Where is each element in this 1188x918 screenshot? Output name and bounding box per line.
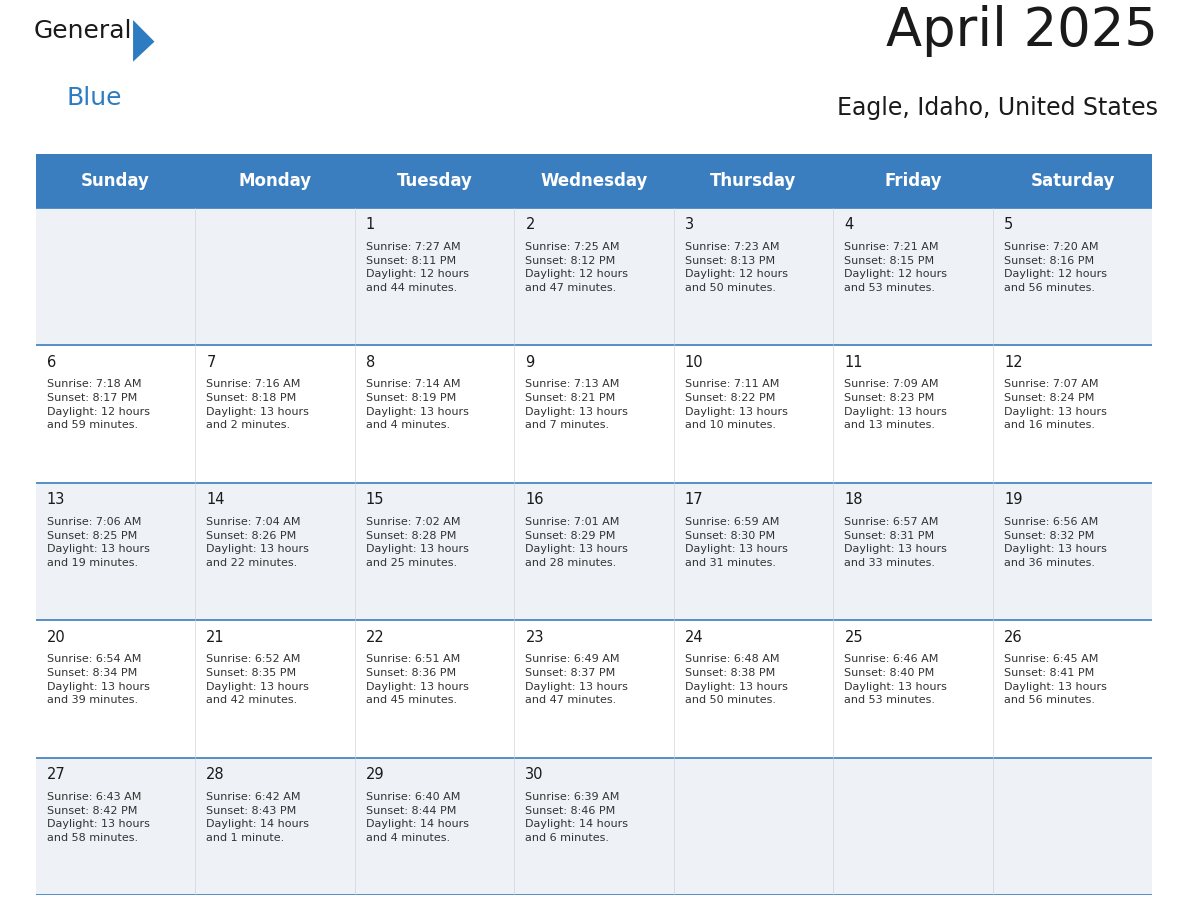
Bar	[833, 154, 993, 207]
Text: Sunrise: 7:21 AM
Sunset: 8:15 PM
Daylight: 12 hours
and 53 minutes.: Sunrise: 7:21 AM Sunset: 8:15 PM Dayligh…	[845, 242, 948, 293]
Text: 16: 16	[525, 492, 544, 507]
Text: 30: 30	[525, 767, 544, 782]
Polygon shape	[133, 20, 154, 62]
Text: 25: 25	[845, 630, 864, 644]
Text: Sunrise: 6:54 AM
Sunset: 8:34 PM
Daylight: 13 hours
and 39 minutes.: Sunrise: 6:54 AM Sunset: 8:34 PM Dayligh…	[46, 655, 150, 705]
Text: Sunrise: 7:04 AM
Sunset: 8:26 PM
Daylight: 13 hours
and 22 minutes.: Sunrise: 7:04 AM Sunset: 8:26 PM Dayligh…	[207, 517, 309, 567]
Bar	[355, 154, 514, 207]
Text: 24: 24	[685, 630, 703, 644]
Text: Saturday: Saturday	[1030, 172, 1114, 190]
Text: Sunrise: 6:42 AM
Sunset: 8:43 PM
Daylight: 14 hours
and 1 minute.: Sunrise: 6:42 AM Sunset: 8:43 PM Dayligh…	[207, 792, 309, 843]
Text: Eagle, Idaho, United States: Eagle, Idaho, United States	[838, 95, 1158, 119]
Bar	[195, 154, 355, 207]
Text: Friday: Friday	[884, 172, 942, 190]
Text: 19: 19	[1004, 492, 1023, 507]
Text: 14: 14	[207, 492, 225, 507]
Text: 18: 18	[845, 492, 862, 507]
Bar	[36, 154, 195, 207]
Text: Sunrise: 7:25 AM
Sunset: 8:12 PM
Daylight: 12 hours
and 47 minutes.: Sunrise: 7:25 AM Sunset: 8:12 PM Dayligh…	[525, 242, 628, 293]
Text: Sunrise: 6:46 AM
Sunset: 8:40 PM
Daylight: 13 hours
and 53 minutes.: Sunrise: 6:46 AM Sunset: 8:40 PM Dayligh…	[845, 655, 947, 705]
Text: General: General	[33, 18, 132, 42]
Text: Sunrise: 7:20 AM
Sunset: 8:16 PM
Daylight: 12 hours
and 56 minutes.: Sunrise: 7:20 AM Sunset: 8:16 PM Dayligh…	[1004, 242, 1107, 293]
Text: 15: 15	[366, 492, 385, 507]
Bar	[674, 154, 833, 207]
Bar	[993, 154, 1152, 207]
Text: 6: 6	[46, 354, 56, 370]
Text: 12: 12	[1004, 354, 1023, 370]
Text: Sunrise: 7:09 AM
Sunset: 8:23 PM
Daylight: 13 hours
and 13 minutes.: Sunrise: 7:09 AM Sunset: 8:23 PM Dayligh…	[845, 379, 947, 431]
Bar	[36, 483, 1152, 620]
Text: Sunrise: 6:57 AM
Sunset: 8:31 PM
Daylight: 13 hours
and 33 minutes.: Sunrise: 6:57 AM Sunset: 8:31 PM Dayligh…	[845, 517, 947, 567]
Text: Sunrise: 6:48 AM
Sunset: 8:38 PM
Daylight: 13 hours
and 50 minutes.: Sunrise: 6:48 AM Sunset: 8:38 PM Dayligh…	[685, 655, 788, 705]
Text: Sunrise: 7:13 AM
Sunset: 8:21 PM
Daylight: 13 hours
and 7 minutes.: Sunrise: 7:13 AM Sunset: 8:21 PM Dayligh…	[525, 379, 628, 431]
Text: Sunrise: 6:43 AM
Sunset: 8:42 PM
Daylight: 13 hours
and 58 minutes.: Sunrise: 6:43 AM Sunset: 8:42 PM Dayligh…	[46, 792, 150, 843]
Text: Thursday: Thursday	[710, 172, 797, 190]
Text: Sunrise: 6:49 AM
Sunset: 8:37 PM
Daylight: 13 hours
and 47 minutes.: Sunrise: 6:49 AM Sunset: 8:37 PM Dayligh…	[525, 655, 628, 705]
Text: Sunrise: 7:27 AM
Sunset: 8:11 PM
Daylight: 12 hours
and 44 minutes.: Sunrise: 7:27 AM Sunset: 8:11 PM Dayligh…	[366, 242, 469, 293]
Bar	[36, 757, 1152, 895]
Bar	[514, 154, 674, 207]
Text: 1: 1	[366, 218, 375, 232]
Text: 23: 23	[525, 630, 544, 644]
Text: 17: 17	[685, 492, 703, 507]
Text: Sunrise: 6:52 AM
Sunset: 8:35 PM
Daylight: 13 hours
and 42 minutes.: Sunrise: 6:52 AM Sunset: 8:35 PM Dayligh…	[207, 655, 309, 705]
Text: Sunrise: 6:40 AM
Sunset: 8:44 PM
Daylight: 14 hours
and 4 minutes.: Sunrise: 6:40 AM Sunset: 8:44 PM Dayligh…	[366, 792, 469, 843]
Text: Sunrise: 7:18 AM
Sunset: 8:17 PM
Daylight: 12 hours
and 59 minutes.: Sunrise: 7:18 AM Sunset: 8:17 PM Dayligh…	[46, 379, 150, 431]
Text: Sunrise: 7:06 AM
Sunset: 8:25 PM
Daylight: 13 hours
and 19 minutes.: Sunrise: 7:06 AM Sunset: 8:25 PM Dayligh…	[46, 517, 150, 567]
Text: 28: 28	[207, 767, 225, 782]
Text: Sunrise: 7:14 AM
Sunset: 8:19 PM
Daylight: 13 hours
and 4 minutes.: Sunrise: 7:14 AM Sunset: 8:19 PM Dayligh…	[366, 379, 469, 431]
Text: Sunrise: 6:39 AM
Sunset: 8:46 PM
Daylight: 14 hours
and 6 minutes.: Sunrise: 6:39 AM Sunset: 8:46 PM Dayligh…	[525, 792, 628, 843]
Text: Sunrise: 6:51 AM
Sunset: 8:36 PM
Daylight: 13 hours
and 45 minutes.: Sunrise: 6:51 AM Sunset: 8:36 PM Dayligh…	[366, 655, 469, 705]
Text: Sunday: Sunday	[81, 172, 150, 190]
Text: Tuesday: Tuesday	[397, 172, 473, 190]
Text: 5: 5	[1004, 218, 1013, 232]
Text: Sunrise: 7:02 AM
Sunset: 8:28 PM
Daylight: 13 hours
and 25 minutes.: Sunrise: 7:02 AM Sunset: 8:28 PM Dayligh…	[366, 517, 469, 567]
Text: 20: 20	[46, 630, 65, 644]
Text: Blue: Blue	[67, 86, 122, 110]
Text: Sunrise: 7:07 AM
Sunset: 8:24 PM
Daylight: 13 hours
and 16 minutes.: Sunrise: 7:07 AM Sunset: 8:24 PM Dayligh…	[1004, 379, 1107, 431]
Text: Monday: Monday	[239, 172, 311, 190]
Text: Sunrise: 7:16 AM
Sunset: 8:18 PM
Daylight: 13 hours
and 2 minutes.: Sunrise: 7:16 AM Sunset: 8:18 PM Dayligh…	[207, 379, 309, 431]
Text: 4: 4	[845, 218, 854, 232]
Text: 29: 29	[366, 767, 385, 782]
Text: 9: 9	[525, 354, 535, 370]
Text: Sunrise: 6:59 AM
Sunset: 8:30 PM
Daylight: 13 hours
and 31 minutes.: Sunrise: 6:59 AM Sunset: 8:30 PM Dayligh…	[685, 517, 788, 567]
Text: Sunrise: 6:45 AM
Sunset: 8:41 PM
Daylight: 13 hours
and 56 minutes.: Sunrise: 6:45 AM Sunset: 8:41 PM Dayligh…	[1004, 655, 1107, 705]
Bar	[36, 345, 1152, 483]
Text: 21: 21	[207, 630, 225, 644]
Text: Sunrise: 6:56 AM
Sunset: 8:32 PM
Daylight: 13 hours
and 36 minutes.: Sunrise: 6:56 AM Sunset: 8:32 PM Dayligh…	[1004, 517, 1107, 567]
Text: 8: 8	[366, 354, 375, 370]
Bar	[36, 620, 1152, 757]
Text: Wednesday: Wednesday	[541, 172, 647, 190]
Text: Sunrise: 7:11 AM
Sunset: 8:22 PM
Daylight: 13 hours
and 10 minutes.: Sunrise: 7:11 AM Sunset: 8:22 PM Dayligh…	[685, 379, 788, 431]
Text: April 2025: April 2025	[886, 5, 1158, 57]
Text: 22: 22	[366, 630, 385, 644]
Text: 2: 2	[525, 218, 535, 232]
Text: 27: 27	[46, 767, 65, 782]
Text: 3: 3	[685, 218, 694, 232]
Text: 10: 10	[685, 354, 703, 370]
Text: Sunrise: 7:23 AM
Sunset: 8:13 PM
Daylight: 12 hours
and 50 minutes.: Sunrise: 7:23 AM Sunset: 8:13 PM Dayligh…	[685, 242, 788, 293]
Text: 7: 7	[207, 354, 216, 370]
Bar	[36, 207, 1152, 345]
Text: 13: 13	[46, 492, 65, 507]
Text: 11: 11	[845, 354, 862, 370]
Text: 26: 26	[1004, 630, 1023, 644]
Text: Sunrise: 7:01 AM
Sunset: 8:29 PM
Daylight: 13 hours
and 28 minutes.: Sunrise: 7:01 AM Sunset: 8:29 PM Dayligh…	[525, 517, 628, 567]
